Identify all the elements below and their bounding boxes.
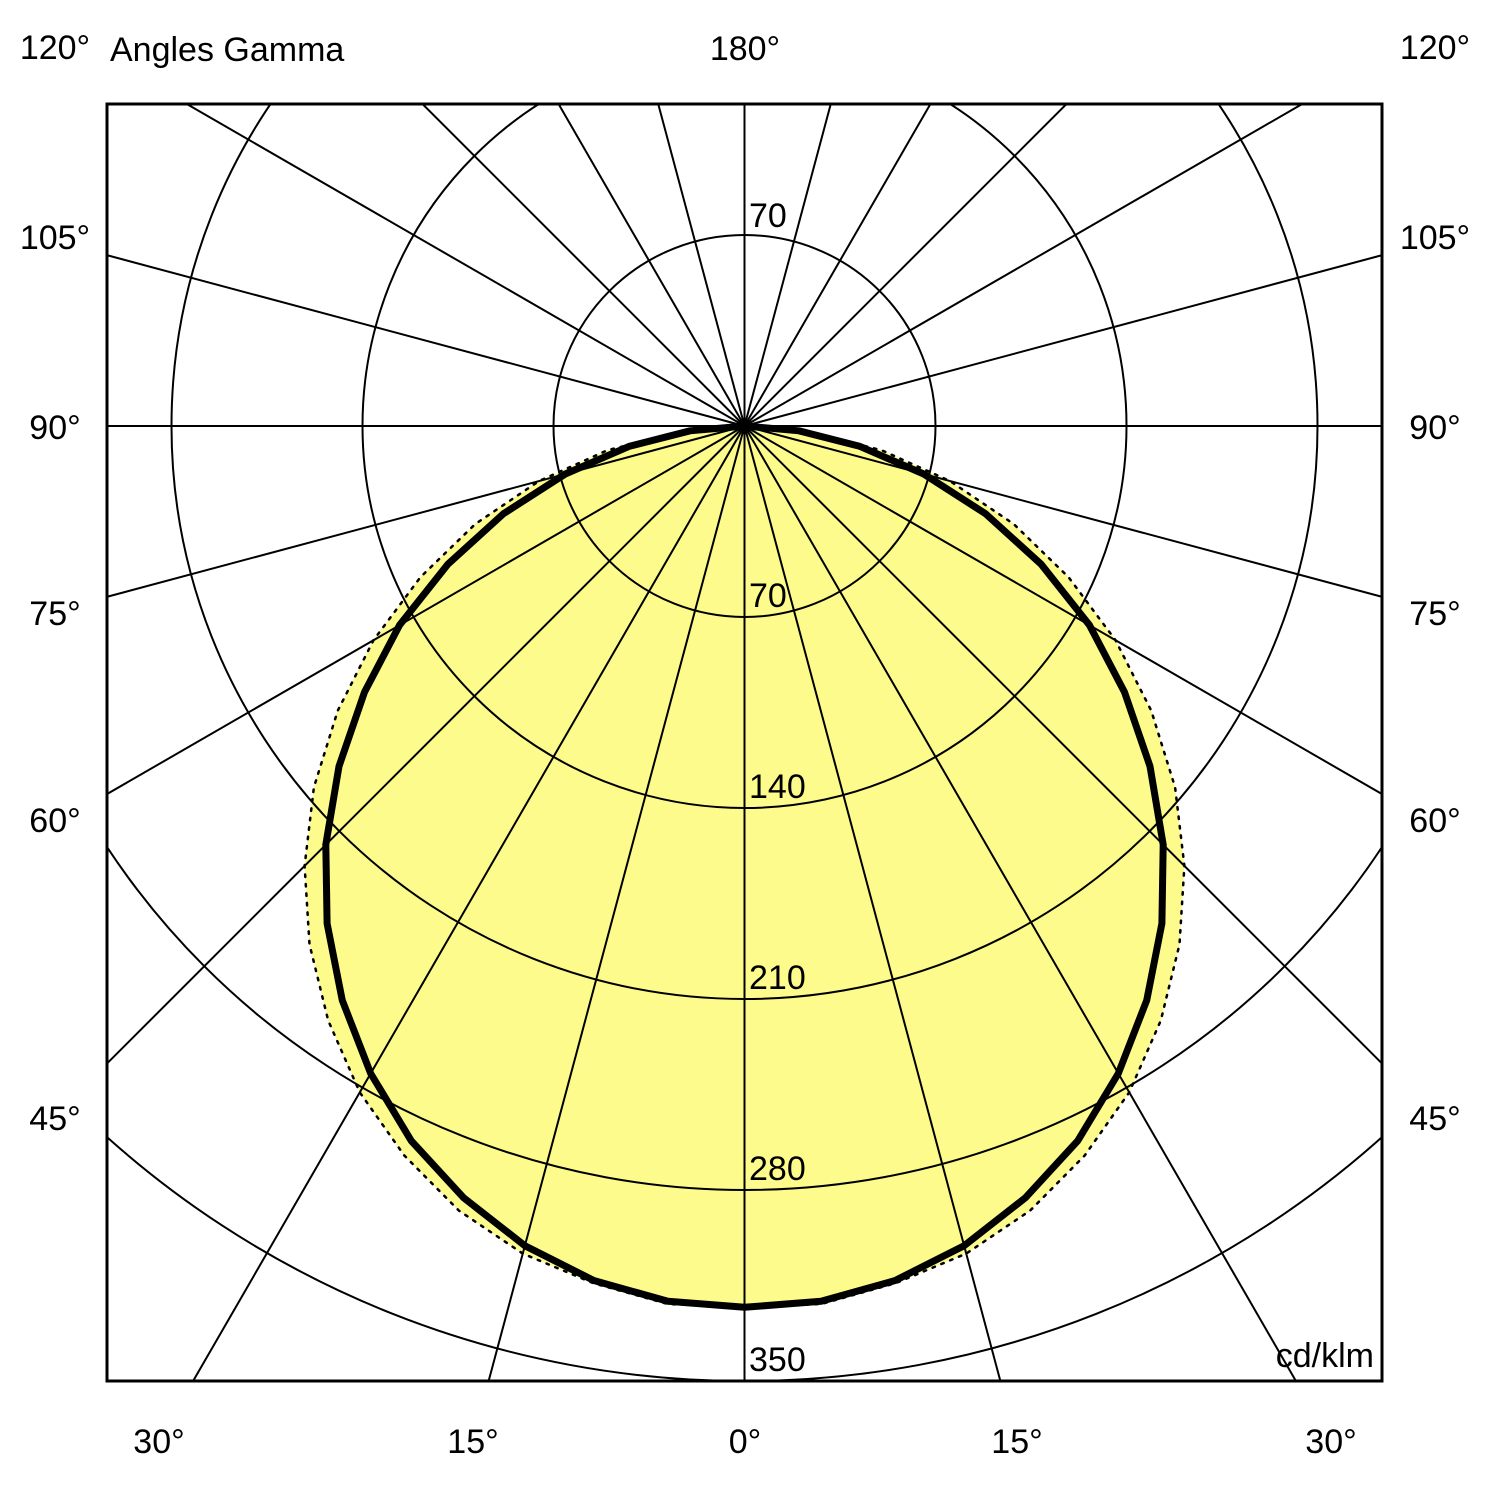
gamma-angle-label-bottom: 15° [991,1423,1042,1461]
plot-border [105,102,1384,1383]
unit-label: cd/klm [1276,1337,1374,1375]
chart-title: Angles Gamma [110,31,344,69]
radial-tick-label: 140 [749,768,806,806]
intensity-curve-c90-c270 [303,424,1186,1309]
gamma-angle-label-right: 120° [1400,29,1470,67]
polar-grid-ray [107,425,746,796]
radial-tick-label: 70 [749,577,787,615]
polar-grid-ray [743,104,832,427]
gamma-angle-label-right: 45° [1409,1100,1460,1138]
gamma-angle-label-left: 45° [29,1100,80,1138]
radial-tick-label: 210 [749,959,806,997]
gamma-angle-label-bottom: 15° [447,1423,498,1461]
gamma-angle-label-bottom: 0° [729,1423,762,1461]
polar-grid-ray [743,104,932,427]
gamma-angle-label-left: 60° [29,802,80,840]
polar-grid-ray [107,425,746,1065]
gamma-angle-label-right: 105° [1400,219,1470,257]
intensity-curve-layer [303,422,1186,1311]
polar-grid-ray [557,104,746,427]
gamma-angle-label-left: 90° [29,409,80,447]
polar-grid-ray [744,254,1382,427]
intensity-curve-c0-c180 [322,422,1167,1311]
gamma-angle-label-left: 105° [20,219,90,257]
polar-grid-ray [743,425,1002,1381]
polar-grid-ray [421,104,746,427]
gamma-angle-label-bottom: 30° [133,1423,184,1461]
gamma-angle-label-bottom: 30° [1305,1423,1356,1461]
gamma-angle-label-left: 75° [29,595,80,633]
polar-grid-ray [107,425,745,598]
axis-labels: 120° 105° 90° 75° 60° 45° 120° 105° 90° 75° 60° 45°… [20,29,1470,1461]
polar-grid-ray [743,425,1382,1065]
gamma-angle-label-top: 180° [710,30,780,68]
polar-grid-ray [184,104,746,427]
radial-tick-label: 350 [749,1341,806,1379]
gamma-angle-label-left: 120° [20,29,90,67]
polar-grid-ray [743,104,1305,427]
radial-tick-label: 280 [749,1150,806,1188]
polar-grid-ray [743,104,1068,427]
gamma-angle-label-right: 60° [1409,802,1460,840]
radial-tick-label-top: 70 [749,197,787,235]
gamma-angle-label-right: 90° [1409,409,1460,447]
polar-grid-ray [657,104,746,427]
polar-grid-ray [107,254,745,427]
polar-grid-ray [744,425,1382,598]
gamma-angle-label-right: 75° [1409,595,1460,633]
polar-grid-ray [743,425,1382,796]
polar-grid-ray [487,425,746,1381]
